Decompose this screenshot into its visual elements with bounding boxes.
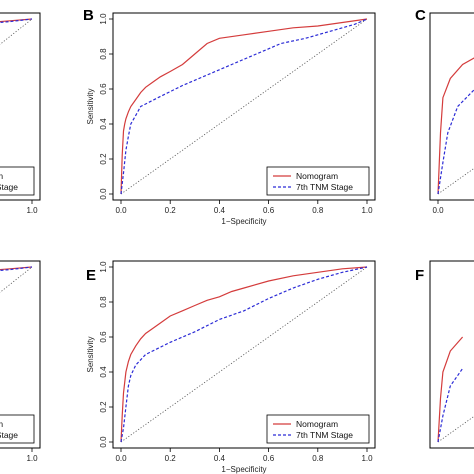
y-tick-label: 1.0: [99, 13, 108, 25]
plot-frame: [0, 12, 41, 201]
legend-tnm-label: 7th TNM Stage: [0, 430, 18, 440]
x-tick-label: 0.0: [432, 206, 444, 215]
x-tick-label: 0.4: [214, 206, 226, 215]
nomogram-roc-line: [437, 336, 464, 443]
x-tick-label: 1.0: [26, 454, 38, 463]
y-tick-label: 0.6: [99, 331, 108, 343]
tnm-roc-line: [0, 18, 33, 24]
panel-letter: E: [86, 267, 96, 284]
legend-box: [266, 166, 370, 196]
legend-tnm-label: 7th TNM Stage: [0, 182, 18, 192]
x-axis-title: 1−Specificity: [221, 217, 266, 226]
legend-box: [266, 414, 370, 444]
plot-area: [0, 266, 33, 293]
reference-diagonal: [437, 167, 474, 195]
plot-area: [437, 336, 474, 443]
x-tick-label: 0.8: [312, 206, 324, 215]
y-tick-label: 0.6: [99, 83, 108, 95]
plot-frame: [112, 260, 376, 449]
legend-nomogram-label: Nomogram: [0, 419, 3, 429]
y-tick-label: 0.8: [99, 48, 108, 60]
x-axis-title: 1−Specificity: [221, 465, 266, 474]
plot-frame: [429, 12, 474, 201]
plot-frame: [0, 260, 41, 449]
x-tick-label: 1.0: [361, 454, 373, 463]
legend-box: [0, 414, 35, 444]
y-tick-label: 0.2: [99, 401, 108, 413]
x-tick-label: 0.0: [115, 206, 127, 215]
y-axis-title: Sensitivity: [86, 336, 95, 372]
nomogram-roc-line: [437, 57, 474, 195]
y-axis-title: Sensitivity: [86, 88, 95, 124]
panel-letter: C: [415, 7, 426, 24]
legend-nomogram-label: Nomogram: [296, 171, 338, 181]
y-tick-label: 0.2: [99, 153, 108, 165]
plot-frame: [112, 12, 376, 201]
y-tick-label: 1.0: [99, 261, 108, 273]
x-tick-label: 0.2: [165, 206, 177, 215]
x-tick-label: 0.4: [214, 454, 226, 463]
legend-nomogram-label: Nomogram: [0, 171, 3, 181]
nomogram-roc-line: [120, 266, 368, 443]
tnm-roc-line: [437, 368, 464, 443]
legend-tnm-label: 7th TNM Stage: [296, 430, 353, 440]
panel-f: F: [415, 260, 474, 449]
tnm-roc-line: [437, 89, 474, 195]
y-tick-label: 0.8: [99, 296, 108, 308]
plot-area: [120, 266, 368, 443]
tnm-roc-line: [120, 18, 368, 195]
plot-area: [120, 18, 368, 195]
panel-letter: B: [83, 7, 94, 24]
tnm-roc-line: [0, 266, 33, 272]
x-tick-label: 0.8: [312, 454, 324, 463]
x-tick-label: 0.6: [263, 206, 275, 215]
reference-diagonal: [120, 266, 368, 443]
tnm-roc-line: [120, 266, 368, 443]
legend-tnm-label: 7th TNM Stage: [296, 182, 353, 192]
panel-b: 0.0 0.2 0.4 0.6 0.8 1.0 0.0 0.2 0.4 0.6 0.8 1.0 1−Sp…: [83, 7, 376, 226]
legend-nomogram-label: Nomogram: [296, 419, 338, 429]
plot-area: [437, 57, 474, 195]
x-tick-label: 0.6: [263, 454, 275, 463]
x-tick-label: 1.0: [361, 206, 373, 215]
panel-letter: F: [415, 267, 424, 284]
y-tick-label: 0.4: [99, 118, 108, 130]
x-tick-label: 0.0: [115, 454, 127, 463]
y-tick-label: 0.4: [99, 366, 108, 378]
x-tick-label: 0.2: [165, 454, 177, 463]
panel-e: 0.0 0.2 0.4 0.6 0.8 1.0 0.0 0.2 0.4 0.6 0.8 1.0 1−Sp…: [86, 260, 376, 474]
nomogram-roc-line: [120, 18, 368, 195]
plot-frame: [429, 260, 474, 449]
legend-box: [0, 166, 35, 196]
y-tick-label: 0.0: [99, 436, 108, 448]
y-tick-label: 0.0: [99, 188, 108, 200]
plot-area: [0, 18, 33, 45]
reference-diagonal: [120, 18, 368, 195]
x-tick-label: 1.0: [26, 206, 38, 215]
panel-c: 0.00.2C: [415, 7, 474, 215]
